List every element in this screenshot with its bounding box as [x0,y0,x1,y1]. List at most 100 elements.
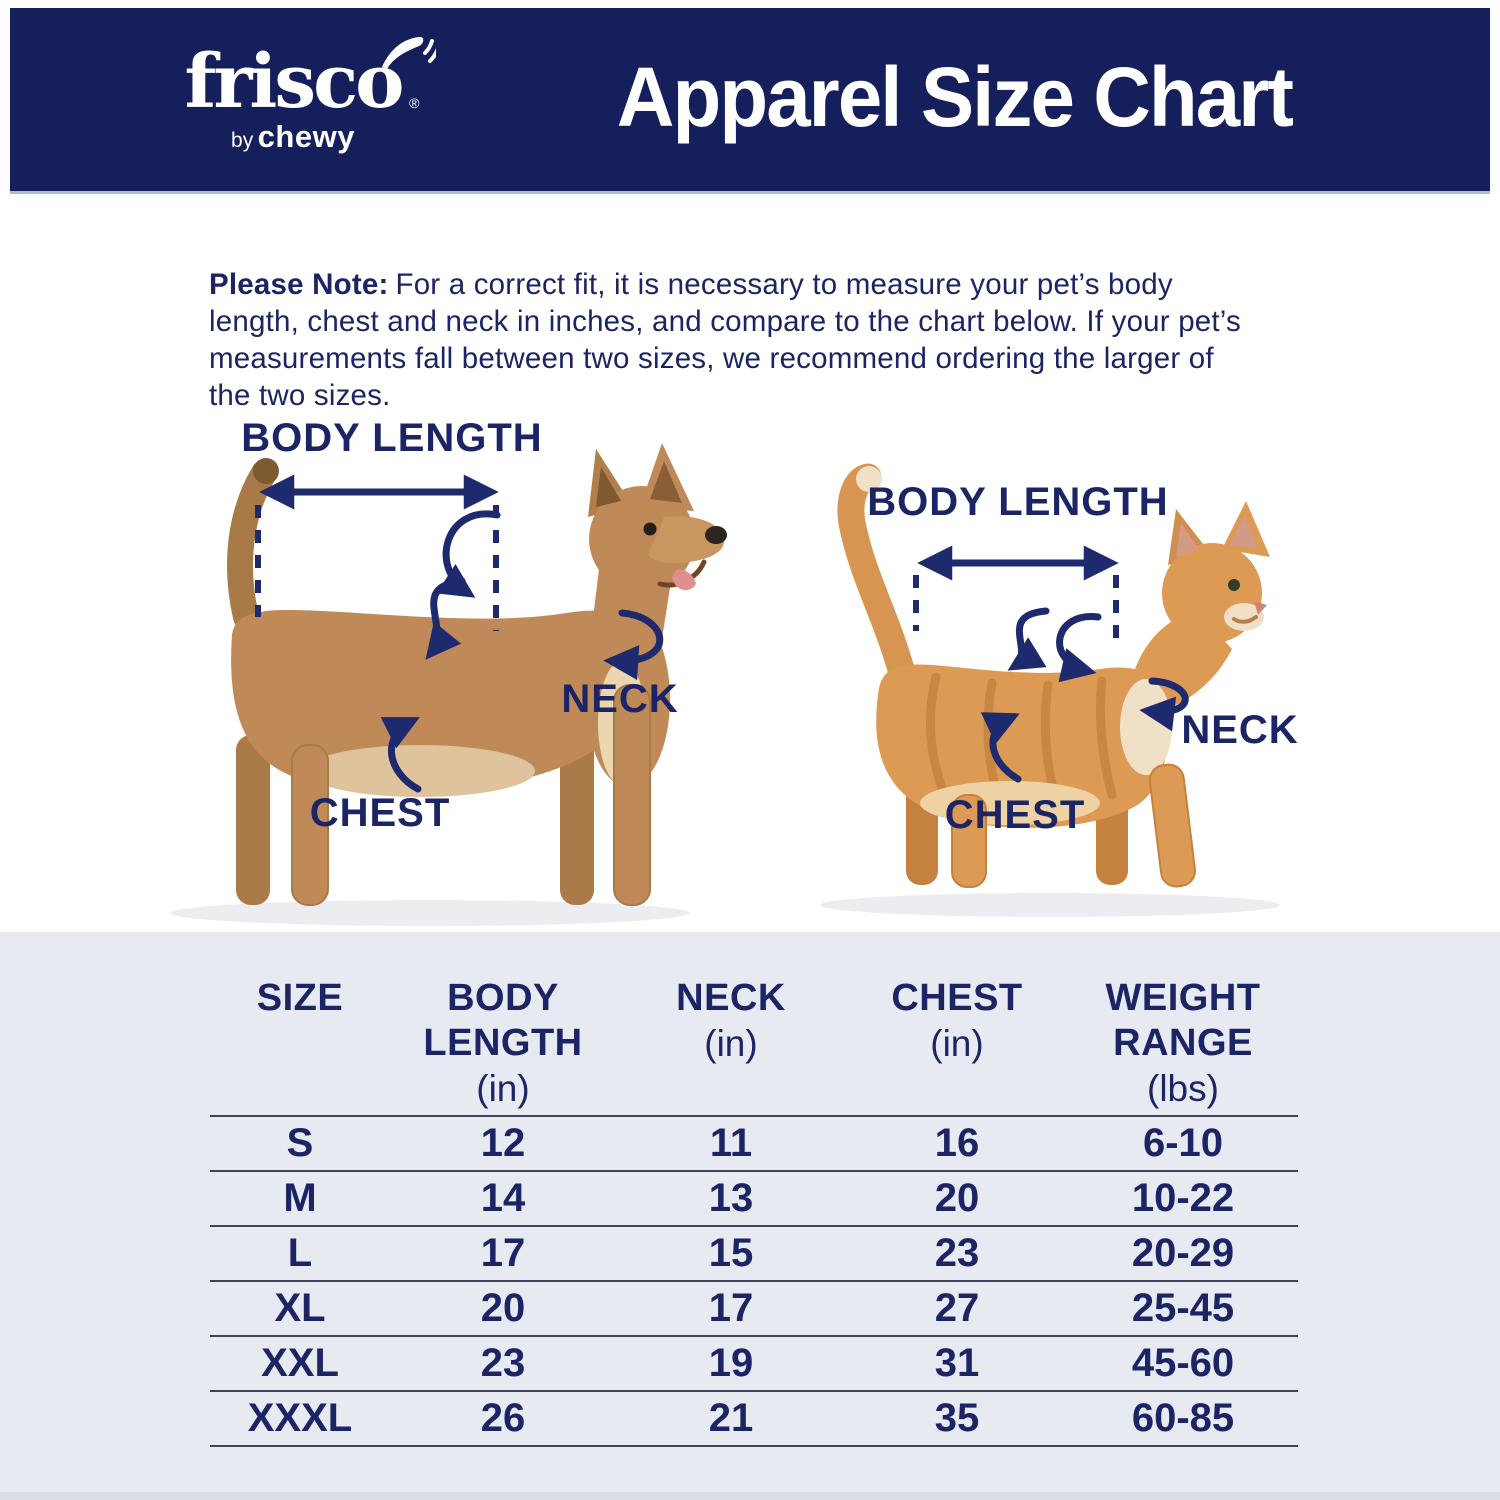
table-row-xxl: XXL 23 19 31 45-60 [210,1337,1298,1392]
dog-rear-near-leg [291,744,329,906]
cat-chest-patch [1120,679,1172,775]
dog-near-ear-inner [650,461,682,503]
header-line: BODY [447,977,559,1019]
cell-neck: 21 [708,1396,754,1440]
table-row-xxxl: XXXL 26 21 35 60-85 [210,1392,1298,1447]
cell-chest: 16 [934,1121,980,1165]
cat-rear-near-leg [951,794,987,888]
title-wrap: Apparel Size Chart [418,49,1490,150]
cat-front-near-leg [1148,763,1197,888]
cell-weight-range: 60-85 [1131,1396,1235,1440]
cat-eye [1228,579,1240,591]
dog-tail-tip [253,458,279,484]
cell-chest: 27 [934,1286,980,1330]
table-row-xl: XL 20 17 27 25-45 [210,1282,1298,1337]
cat-far-ear-inner [1176,523,1199,557]
cell-weight-range: 6-10 [1142,1121,1224,1165]
size-table: SIZE BODY LENGTH (in) NECK (in) CHEST (i… [210,976,1298,1447]
fit-note-text: For a correct fit, it is necessary to me… [209,267,1241,412]
dog-nose [705,526,727,544]
cat-tail-tip [856,466,882,492]
header-line: NECK [676,977,786,1019]
cell-size: L [287,1231,313,1275]
cat-tail [837,463,916,687]
dog-chest-label: CHEST [310,791,451,835]
cat-chest-label: CHEST [945,793,1086,837]
dog-neck-curve-arrow [603,609,664,681]
cat-illustration [820,463,1280,917]
logo-byline: by chewy [168,119,418,155]
cat-back-curve-arrow [1007,607,1050,671]
dog-muzzle [648,516,725,564]
cat-shoulder-curve-arrow [1056,613,1102,683]
cell-size: M [283,1176,317,1220]
header-cell-weight-range: WEIGHT RANGE (lbs) [1068,976,1298,1111]
cell-weight-range: 45-60 [1131,1341,1235,1385]
cat-near-ear-inner [1230,515,1258,549]
dog-body-length-label: BODY LENGTH [241,416,542,460]
dog-far-ear-inner [596,467,621,507]
cell-weight-range: 20-29 [1131,1231,1235,1275]
header-line: WEIGHT [1105,977,1261,1019]
fit-note: Please Note: For a correct fit, it is nec… [209,266,1254,414]
cat-annotations: BODY LENGTH NECK CHEST [867,480,1298,837]
header-line: SIZE [256,977,344,1019]
cell-neck: 15 [708,1231,754,1275]
logo-brand-text: frisco [184,38,404,125]
registered-trademark-icon: ® [409,94,420,111]
logo-chewy-text: chewy [257,118,355,154]
header-cell-chest: CHEST (in) [846,976,1068,1111]
dog-front-near-leg [613,684,651,906]
dog-illustration [170,443,727,926]
header-line: LENGTH [423,1022,583,1064]
table-row-l: L 17 15 23 20-29 [210,1227,1298,1282]
cell-body-length: 14 [480,1176,526,1220]
cell-neck: 19 [708,1341,754,1385]
cell-body-length: 20 [480,1286,526,1330]
bottom-edge-strip [0,1492,1500,1500]
dog-tongue [672,569,696,591]
dog-rear-far-leg [236,735,270,905]
dog-body [231,610,651,793]
cell-neck: 13 [708,1176,754,1220]
dog-neck-label: NECK [561,677,678,721]
header-cell-body-length: BODY LENGTH (in) [390,976,616,1111]
dog-shadow [170,900,690,926]
logo-brand-wrap: frisco ® [184,36,436,119]
cell-body-length: 17 [480,1231,526,1275]
cell-neck: 11 [709,1121,753,1165]
cat-chest-curve-arrow [980,712,1022,783]
dog-belly [305,745,535,797]
cell-body-length: 12 [480,1121,526,1165]
logo-by-text: by [231,128,254,152]
cell-chest: 31 [934,1341,980,1385]
dog-back-curve-arrow [425,577,466,660]
header-banner: frisco ® by chewy Apparel Size Chart [10,8,1490,194]
cell-body-length: 26 [480,1396,526,1440]
size-table-header: SIZE BODY LENGTH (in) NECK (in) CHEST (i… [210,976,1298,1111]
cell-chest: 20 [934,1176,980,1220]
header-unit: (in) [930,1023,984,1064]
logo-swoosh-icon [381,36,436,69]
cell-size: XL [274,1286,326,1330]
dog-head [589,486,695,592]
size-table-rows: S 12 11 16 6-10 M 14 13 20 10-22 L 17 15 [210,1115,1298,1447]
header-cell-size: SIZE [210,976,390,1111]
table-row-s: S 12 11 16 6-10 [210,1117,1298,1172]
cell-chest: 35 [934,1396,980,1440]
cat-body-length-label: BODY LENGTH [867,480,1168,524]
cell-weight-range: 25-45 [1131,1286,1235,1330]
header-cell-neck: NECK (in) [616,976,846,1111]
fit-note-label: Please Note: [209,267,389,301]
header-line: RANGE [1113,1022,1253,1064]
header-unit: (lbs) [1147,1068,1219,1109]
header-unit: (in) [704,1023,758,1064]
cat-neck-curve-arrow [1139,677,1189,732]
dog-chest-curve-arrow [380,717,422,793]
cat-neck-label: NECK [1181,708,1298,752]
cat-shadow [820,893,1280,917]
cell-body-length: 23 [480,1341,526,1385]
cell-size: S [286,1121,314,1165]
cell-size: XXL [261,1341,339,1385]
cat-muzzle [1224,603,1264,631]
